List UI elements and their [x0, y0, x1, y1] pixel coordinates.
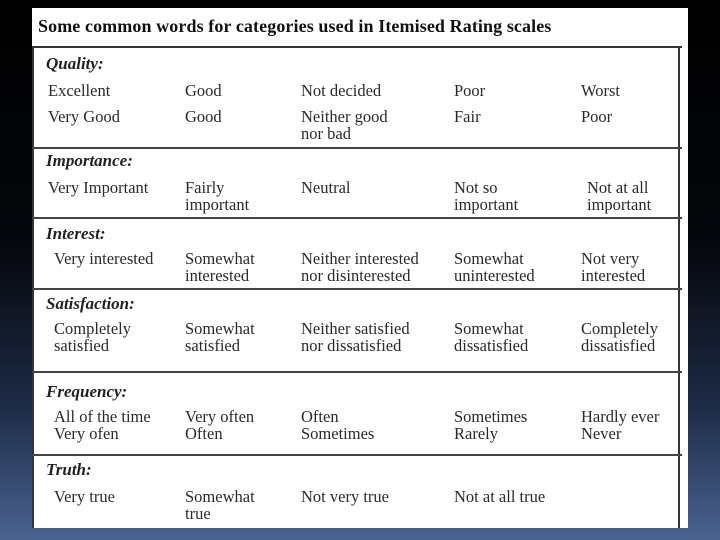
section-title: Satisfaction: — [46, 294, 135, 313]
table-cell: Somewhat uninterested — [454, 249, 535, 285]
table-cell: Very true — [54, 487, 115, 506]
section-divider — [32, 454, 682, 456]
table-cell: Fairly important — [185, 178, 250, 214]
table-cell: Completely satisfied — [54, 319, 131, 355]
table-cell: Somewhat dissatisfied — [454, 319, 529, 355]
title-rule — [32, 46, 682, 48]
section-title: Truth: — [46, 460, 92, 479]
table-cell: Somewhat satisfied — [185, 319, 255, 355]
table-cell: Not so important — [454, 178, 519, 214]
table-cell: Very often Often — [185, 407, 255, 443]
table-cell: Poor — [581, 107, 613, 126]
table-cell: Very interested — [54, 249, 154, 268]
table-cell: Not at all true — [454, 487, 546, 506]
table-cell: Good — [185, 81, 222, 100]
table-cell: Worst — [581, 81, 621, 100]
table-cell: All of the time Very ofen — [54, 407, 151, 443]
section-title: Interest: — [46, 224, 106, 243]
table-cell: Hardly ever Never — [581, 407, 660, 443]
section-title: Importance: — [46, 151, 133, 170]
table-cell: Neither good nor bad — [301, 107, 388, 143]
table-cell: Poor — [454, 81, 486, 100]
table-cell: Sometimes Rarely — [454, 407, 528, 443]
table-cell: Very Good — [48, 107, 120, 126]
section-divider — [32, 147, 682, 149]
table-cell: Not very true — [301, 487, 389, 506]
table-cell: Often Sometimes — [301, 407, 375, 443]
table-cell: Neither satisfied nor dissatisfied — [301, 319, 410, 355]
section-divider — [32, 217, 682, 219]
table-cell: Good — [185, 107, 222, 126]
document-page: Some common words for categories used in… — [32, 8, 688, 528]
table-cell: Somewhat interested — [185, 249, 255, 285]
section-divider — [32, 288, 682, 290]
table-cell: Neither interested nor disinterested — [301, 249, 419, 285]
table-cell: Fair — [454, 107, 481, 126]
table-cell: Excellent — [48, 81, 111, 100]
table-cell: Completely dissatisfied — [581, 319, 658, 355]
table-cell: Not at all important — [587, 178, 652, 214]
table-cell: Not decided — [301, 81, 382, 100]
section-title: Frequency: — [46, 382, 128, 401]
table-cell: Neutral — [301, 178, 351, 197]
table-cell: Somewhat true — [185, 487, 255, 523]
document-title: Some common words for categories used in… — [38, 16, 552, 36]
table-cell: Not very interested — [581, 249, 646, 285]
section-divider — [32, 371, 682, 373]
table-cell: Very Important — [48, 178, 149, 197]
section-title: Quality: — [46, 54, 104, 73]
